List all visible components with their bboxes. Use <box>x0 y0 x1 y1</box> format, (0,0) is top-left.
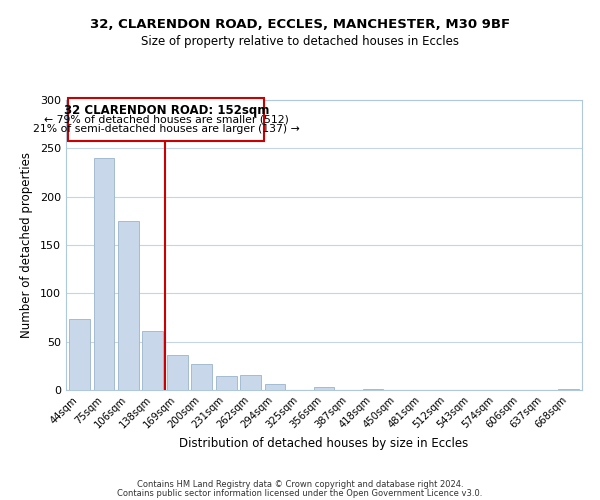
FancyBboxPatch shape <box>68 98 264 140</box>
Bar <box>362 389 383 390</box>
Text: Contains public sector information licensed under the Open Government Licence v3: Contains public sector information licen… <box>118 489 482 498</box>
Text: Size of property relative to detached houses in Eccles: Size of property relative to detached ho… <box>141 35 459 48</box>
Text: 32, CLARENDON ROAD, ECCLES, MANCHESTER, M30 9BF: 32, CLARENDON ROAD, ECCLES, MANCHESTER, … <box>90 18 510 30</box>
Bar <box>558 389 579 390</box>
Bar <box>216 376 236 390</box>
Bar <box>314 387 334 390</box>
Text: ← 79% of detached houses are smaller (512): ← 79% of detached houses are smaller (51… <box>44 114 289 124</box>
Text: Contains HM Land Registry data © Crown copyright and database right 2024.: Contains HM Land Registry data © Crown c… <box>137 480 463 489</box>
Text: 32 CLARENDON ROAD: 152sqm: 32 CLARENDON ROAD: 152sqm <box>64 104 269 117</box>
Y-axis label: Number of detached properties: Number of detached properties <box>20 152 33 338</box>
X-axis label: Distribution of detached houses by size in Eccles: Distribution of detached houses by size … <box>179 438 469 450</box>
Bar <box>191 364 212 390</box>
Text: 21% of semi-detached houses are larger (137) →: 21% of semi-detached houses are larger (… <box>33 124 299 134</box>
Bar <box>240 374 261 390</box>
Bar <box>265 384 286 390</box>
Bar <box>94 158 114 390</box>
Bar <box>69 320 90 390</box>
Bar <box>142 331 163 390</box>
Bar <box>167 355 188 390</box>
Bar <box>118 221 139 390</box>
